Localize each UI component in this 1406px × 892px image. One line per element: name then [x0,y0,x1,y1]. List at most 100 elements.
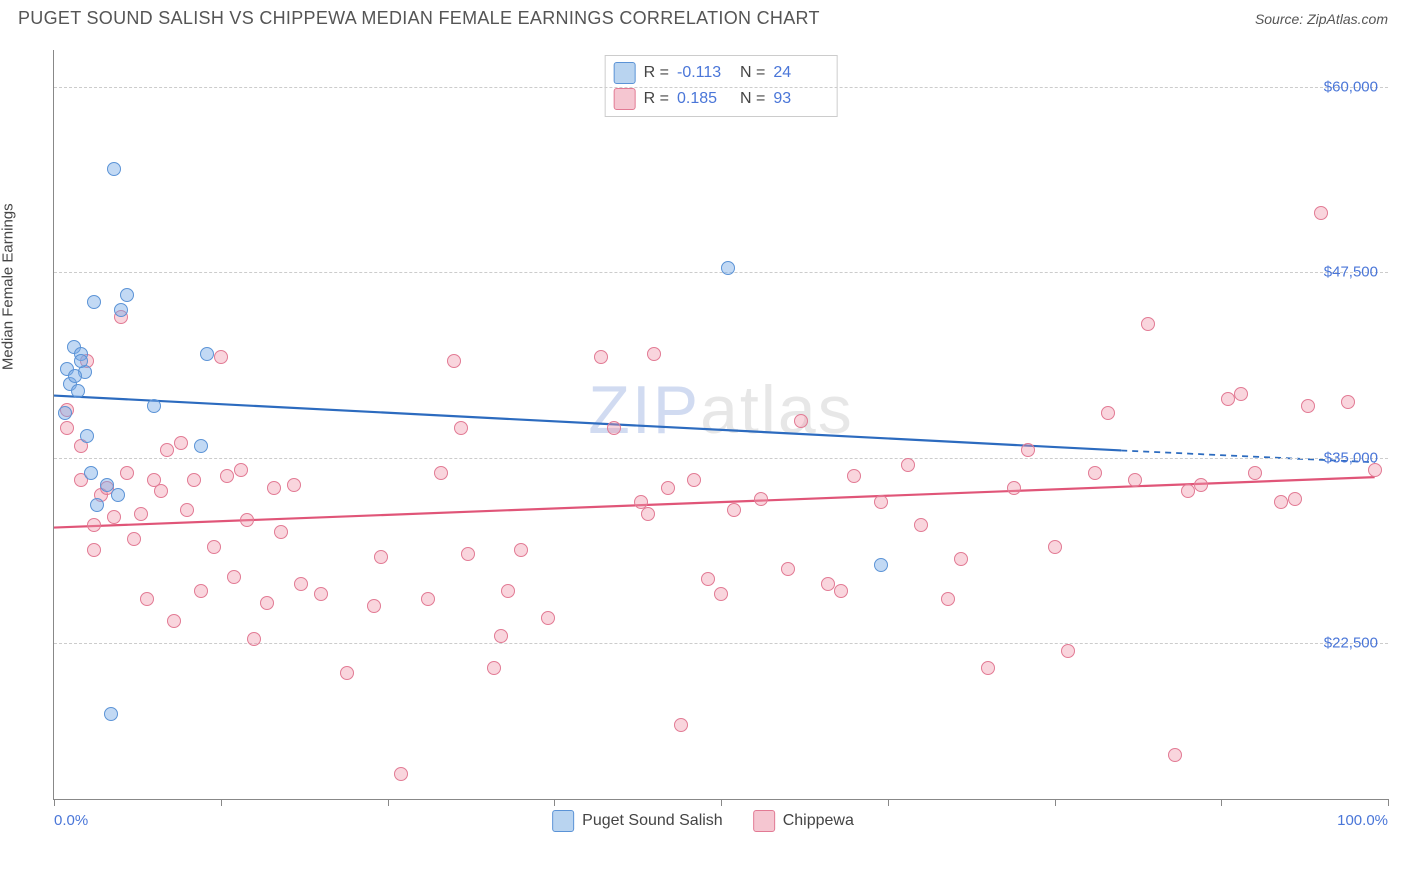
n-value: 24 [773,64,828,82]
data-point [374,550,388,564]
data-point [714,587,728,601]
data-point [1194,478,1208,492]
data-point [674,718,688,732]
data-point [1141,317,1155,331]
watermark: ZIPatlas [588,371,853,449]
data-point [220,469,234,483]
stats-legend: R =-0.113N =24R =0.185N =93 [605,55,838,117]
data-point [647,347,661,361]
data-point [167,614,181,628]
data-point [207,540,221,554]
x-tick-label: 100.0% [1337,812,1388,829]
chart-title: PUGET SOUND SALISH VS CHIPPEWA MEDIAN FE… [18,8,820,29]
legend-swatch [753,810,775,832]
data-point [661,481,675,495]
data-point [200,347,214,361]
data-point [104,707,118,721]
data-point [487,661,501,675]
r-label: R = [644,64,669,82]
x-tick-label: 0.0% [54,812,88,829]
data-point [294,577,308,591]
data-point [874,495,888,509]
data-point [914,518,928,532]
x-tick [1388,799,1389,806]
data-point [174,436,188,450]
data-point [1088,466,1102,480]
data-point [267,481,281,495]
data-point [421,592,435,606]
data-point [1368,463,1382,477]
legend-item: Chippewa [753,810,854,832]
legend-label: Puget Sound Salish [582,812,723,830]
data-point [87,518,101,532]
data-point [274,525,288,539]
data-point [754,492,768,506]
y-tick-label: $47,500 [1324,264,1378,281]
r-value: -0.113 [677,64,732,82]
stats-row: R =0.185N =93 [614,86,829,112]
legend-swatch [552,810,574,832]
data-point [58,406,72,420]
data-point [120,288,134,302]
n-label: N = [740,90,765,108]
data-point [847,469,861,483]
data-point [454,421,468,435]
data-point [87,543,101,557]
data-point [84,466,98,480]
data-point [80,429,94,443]
stats-row: R = -0.113 N = 24 [614,60,829,86]
data-point [234,463,248,477]
data-point [1128,473,1142,487]
data-point [87,295,101,309]
data-point [701,572,715,586]
data-point [187,473,201,487]
data-point [1314,206,1328,220]
data-point [287,478,301,492]
data-point [594,350,608,364]
data-point [147,399,161,413]
y-axis-label: Median Female Earnings [0,203,17,370]
data-point [107,162,121,176]
chart-container: Median Female Earnings ZIPatlas R =-0.11… [18,50,1388,840]
data-point [874,558,888,572]
data-point [340,666,354,680]
data-point [120,466,134,480]
data-point [214,350,228,364]
x-tick [54,799,55,806]
data-point [127,532,141,546]
x-tick [388,799,389,806]
data-point [901,458,915,472]
data-point [394,767,408,781]
y-tick-label: $60,000 [1324,79,1378,96]
r-label: R = [644,90,669,108]
data-point [314,587,328,601]
data-point [981,661,995,675]
data-point [1061,644,1075,658]
data-point [160,443,174,457]
data-point [134,507,148,521]
data-point [834,584,848,598]
data-point [1274,495,1288,509]
data-point [68,369,82,383]
data-point [194,584,208,598]
bottom-legend: Puget Sound Salish Chippewa [552,810,854,832]
data-point [194,439,208,453]
y-tick-label: $22,500 [1324,635,1378,652]
r-value: 0.185 [677,90,732,108]
data-point [727,503,741,517]
gridline [54,272,1388,273]
data-point [1301,399,1315,413]
data-point [1181,484,1195,498]
x-tick [888,799,889,806]
data-point [1048,540,1062,554]
x-tick [721,799,722,806]
data-point [541,611,555,625]
data-point [114,303,128,317]
data-point [1288,492,1302,506]
n-label: N = [740,64,765,82]
plot-area: ZIPatlas R =-0.113N =24R =0.185N =93 $22… [53,50,1388,800]
data-point [247,632,261,646]
data-point [607,421,621,435]
data-point [111,488,125,502]
legend-item: Puget Sound Salish [552,810,723,832]
